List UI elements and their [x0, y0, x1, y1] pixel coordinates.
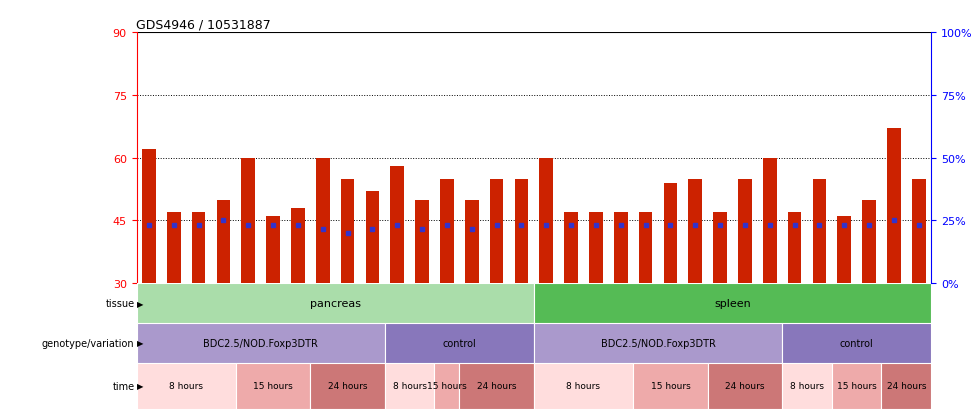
Text: control: control — [443, 338, 476, 348]
Text: 15 hours: 15 hours — [650, 381, 690, 390]
Text: ▶: ▶ — [136, 299, 143, 308]
Bar — [242, 158, 255, 284]
Bar — [310, 363, 385, 409]
Bar — [385, 323, 534, 363]
Bar — [266, 217, 280, 284]
Bar — [465, 200, 479, 284]
Text: ▶: ▶ — [136, 381, 143, 390]
Bar — [192, 213, 206, 284]
Bar — [216, 200, 230, 284]
Text: 15 hours: 15 hours — [254, 381, 292, 390]
Bar — [534, 284, 931, 323]
Bar — [415, 200, 429, 284]
Bar — [639, 213, 652, 284]
Bar — [539, 158, 553, 284]
Bar — [142, 150, 156, 284]
Bar — [534, 363, 633, 409]
Text: control: control — [839, 338, 874, 348]
Bar — [136, 363, 236, 409]
Text: genotype/variation: genotype/variation — [42, 338, 135, 348]
Bar — [881, 363, 931, 409]
Bar — [167, 213, 180, 284]
Bar — [515, 179, 528, 284]
Bar — [136, 323, 385, 363]
Bar — [708, 363, 782, 409]
Text: BDC2.5/NOD.Foxp3DTR: BDC2.5/NOD.Foxp3DTR — [601, 338, 716, 348]
Bar — [812, 179, 826, 284]
Bar — [534, 323, 782, 363]
Bar — [664, 183, 678, 284]
Bar — [838, 217, 851, 284]
Text: 24 hours: 24 hours — [477, 381, 517, 390]
Text: 24 hours: 24 hours — [725, 381, 764, 390]
Bar — [459, 363, 534, 409]
Text: 24 hours: 24 hours — [328, 381, 368, 390]
Text: 8 hours: 8 hours — [566, 381, 601, 390]
Bar — [714, 213, 727, 284]
Text: 15 hours: 15 hours — [427, 381, 467, 390]
Bar — [589, 213, 603, 284]
Text: 8 hours: 8 hours — [790, 381, 824, 390]
Bar — [912, 179, 925, 284]
Bar — [385, 363, 435, 409]
Bar — [316, 158, 330, 284]
Bar — [489, 179, 503, 284]
Text: ▶: ▶ — [136, 338, 143, 347]
Text: spleen: spleen — [714, 298, 751, 309]
Bar — [292, 209, 305, 284]
Text: pancreas: pancreas — [310, 298, 361, 309]
Bar — [782, 363, 832, 409]
Bar — [366, 192, 379, 284]
Bar — [340, 179, 354, 284]
Text: time: time — [112, 381, 135, 391]
Text: 8 hours: 8 hours — [170, 381, 203, 390]
Bar — [782, 323, 931, 363]
Text: 15 hours: 15 hours — [837, 381, 877, 390]
Bar — [762, 158, 776, 284]
Bar — [565, 213, 578, 284]
Text: BDC2.5/NOD.Foxp3DTR: BDC2.5/NOD.Foxp3DTR — [203, 338, 318, 348]
Text: 24 hours: 24 hours — [886, 381, 926, 390]
Bar — [633, 363, 708, 409]
Bar — [136, 284, 534, 323]
Bar — [788, 213, 801, 284]
Text: tissue: tissue — [105, 298, 135, 309]
Bar — [688, 179, 702, 284]
Bar — [236, 363, 310, 409]
Bar — [832, 363, 881, 409]
Bar — [390, 167, 404, 284]
Bar — [614, 213, 628, 284]
Bar — [435, 363, 459, 409]
Bar — [862, 200, 876, 284]
Bar — [440, 179, 453, 284]
Text: GDS4946 / 10531887: GDS4946 / 10531887 — [136, 19, 271, 32]
Bar — [887, 129, 901, 284]
Bar — [738, 179, 752, 284]
Text: 8 hours: 8 hours — [393, 381, 427, 390]
